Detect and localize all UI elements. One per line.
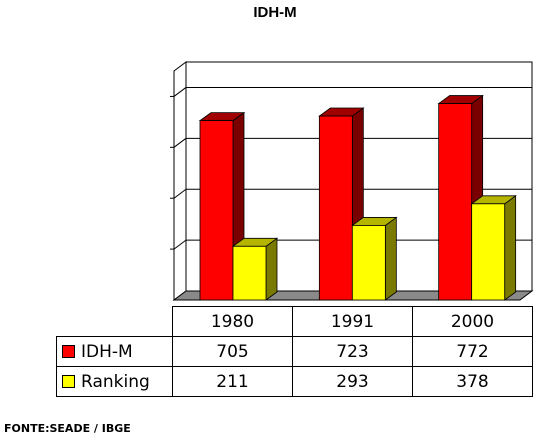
data-label-ranking-1991: 293: [292, 366, 413, 397]
source-note: FONTE:SEADE / IBGE: [4, 422, 131, 435]
legend-swatch-idhm: [62, 344, 75, 358]
data-label-idhm-1991: 723: [292, 336, 413, 367]
table-header-row: 1980 1991 2000: [57, 306, 533, 337]
bar-side: [384, 216, 397, 301]
chart-title: IDH-M: [253, 4, 297, 21]
gridline-side-600: [173, 137, 187, 148]
legend-entry-idhm: IDH-M: [56, 336, 173, 367]
chart-plot: [170, 61, 534, 301]
bar-front: [232, 245, 267, 301]
bar-side: [265, 237, 278, 301]
series-name-idhm: IDH-M: [81, 341, 133, 362]
bar-ranking-2000: [470, 195, 517, 301]
bar-front: [199, 120, 234, 301]
category-label-2000: 2000: [412, 306, 533, 337]
table-row-ranking: Ranking 211 293 378: [56, 366, 533, 397]
side-wall: [173, 61, 187, 301]
bars: [198, 94, 517, 301]
category-label-1980: 1980: [172, 306, 293, 337]
bar-front: [318, 115, 353, 301]
bar-side: [504, 195, 517, 301]
series-name-ranking: Ranking: [81, 371, 150, 392]
legend-entry-ranking: Ranking: [56, 366, 173, 397]
gridline-side-400: [173, 188, 187, 199]
table-corner: [57, 307, 173, 337]
table-row-idhm: IDH-M 705 723 772: [56, 336, 533, 367]
data-table: 1980 1991 2000 IDH-M 705 723 772 Ranking…: [56, 306, 533, 397]
data-label-ranking-2000: 378: [412, 366, 533, 397]
data-label-idhm-1980: 705: [172, 336, 293, 367]
bar-ranking-1991: [351, 216, 398, 301]
category-label-1991: 1991: [292, 306, 413, 337]
legend-swatch-ranking: [62, 374, 75, 388]
gridline-side-200: [173, 239, 187, 250]
data-label-idhm-2000: 772: [412, 336, 533, 367]
bar-front: [351, 225, 386, 301]
data-label-ranking-1980: 211: [172, 366, 293, 397]
bar-front: [471, 203, 506, 301]
bar-ranking-1980: [231, 237, 279, 301]
bar-idhm-1991: [318, 107, 365, 301]
bar-front: [438, 103, 473, 301]
gridline-side-800: [173, 87, 187, 97]
